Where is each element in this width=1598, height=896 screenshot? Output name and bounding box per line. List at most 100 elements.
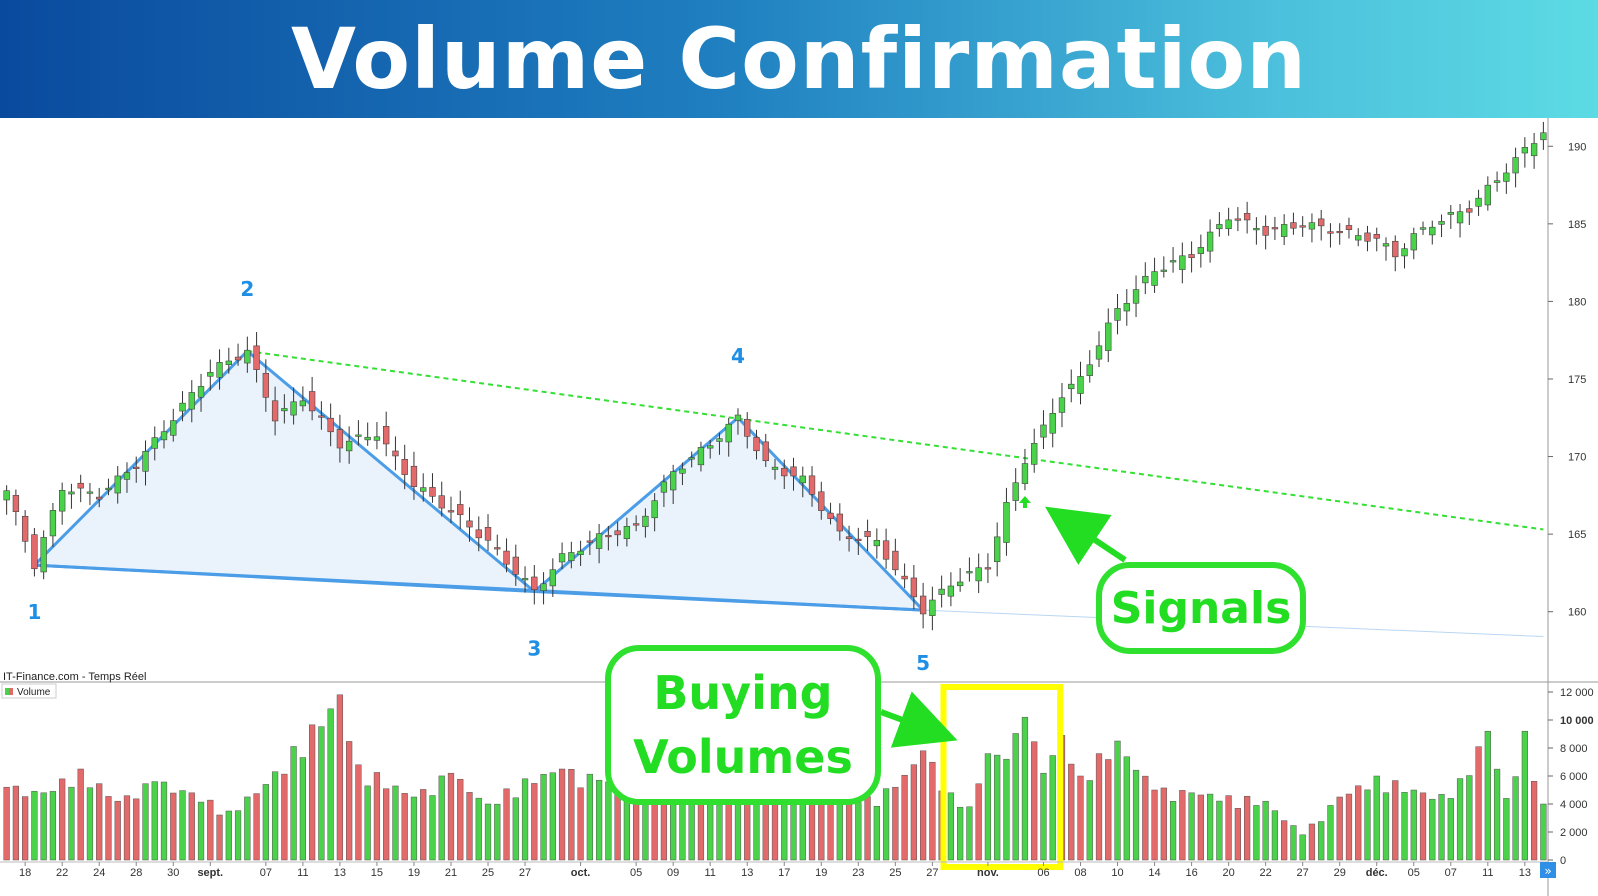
volume-bar-down (457, 778, 464, 861)
candle-up (1206, 231, 1214, 252)
support-line (34, 563, 924, 612)
volume-bar-down (401, 793, 408, 861)
candle-down (586, 540, 594, 543)
candle-down (308, 391, 316, 412)
candle-up (549, 569, 556, 587)
time-tick-label: 27 (926, 867, 938, 879)
more-button-bg[interactable] (1540, 862, 1556, 878)
volume-bar-up (160, 781, 168, 861)
candle-up (1068, 383, 1075, 390)
volume-bar-down (12, 785, 20, 861)
candle-down (818, 491, 825, 511)
volume-bar-up (1401, 792, 1408, 861)
candle-down (466, 520, 473, 528)
volume-bar-down (133, 798, 140, 861)
candle-up (1429, 226, 1436, 236)
pattern-overlay (32, 349, 1544, 638)
volume-legend-box (1, 683, 57, 699)
candle-up (364, 436, 371, 441)
volume-bar-down (568, 768, 575, 861)
candle-up (225, 360, 232, 365)
time-tick-label: 19 (408, 867, 420, 879)
candle-up (1040, 424, 1047, 438)
candle-down (457, 504, 464, 516)
candle-up (1280, 224, 1288, 237)
candle-up (994, 536, 1001, 563)
candle-up (956, 581, 964, 587)
candle-up (1114, 308, 1121, 321)
candle-down (855, 538, 862, 541)
volume-bar-down (105, 796, 112, 861)
volume-bar-up (438, 775, 445, 861)
volume-bar-up (225, 810, 232, 861)
volume-bar-up (179, 790, 186, 861)
time-tick-label: 10 (1111, 867, 1123, 879)
volume-bar-down (355, 764, 362, 861)
volume-bar-down (1105, 759, 1112, 861)
volume-bar-up (1373, 775, 1380, 861)
volume-bar-down (466, 792, 473, 861)
candle-down (327, 417, 334, 433)
time-tick-label: 09 (667, 867, 679, 879)
candle-down (1364, 232, 1371, 242)
candle-up (1308, 222, 1316, 230)
candle-down (494, 547, 501, 550)
time-tick-label: 22 (56, 867, 68, 879)
time-tick-label: 25 (889, 867, 901, 879)
volume-bar-down (975, 783, 982, 861)
volume-bar-up (271, 771, 279, 861)
buying-pointer-arrow (879, 691, 958, 748)
volume-bar-up (1114, 740, 1121, 861)
title-banner: Volume Confirmation (0, 0, 1598, 118)
candle-up (1503, 172, 1510, 182)
volume-bar-down (1179, 790, 1186, 861)
candle-down (383, 426, 390, 445)
volume-bar-up (994, 754, 1001, 861)
candle-up (1447, 212, 1454, 215)
candle-down (1318, 218, 1325, 227)
candle-down (827, 512, 834, 519)
volume-bar-up (86, 787, 94, 861)
candle-down (605, 535, 612, 538)
volume-bar-down (420, 789, 427, 861)
candle-up (1355, 235, 1362, 241)
candle-up (216, 362, 223, 378)
volume-bar-down (1475, 746, 1482, 861)
volume-tick-label: 2 000 (1560, 827, 1588, 839)
volume-bar-up (1299, 834, 1306, 861)
volume-bar-down (919, 750, 927, 861)
time-tick-label: déc. (1366, 867, 1388, 879)
candle-down (1466, 208, 1473, 213)
time-tick-label: 19 (815, 867, 827, 879)
candle-up (1401, 248, 1408, 257)
more-button[interactable]: » (1540, 862, 1556, 878)
time-tick-label: 11 (704, 867, 715, 879)
volume-bar-up (494, 803, 501, 861)
candle-down (864, 530, 871, 537)
volume-legend-swatch-up (5, 688, 9, 695)
volume-bar-down (281, 773, 288, 861)
volume-bar-up (484, 803, 492, 861)
candle-down (1271, 227, 1279, 230)
price-tick-label: 160 (1568, 607, 1586, 619)
candle-up (716, 438, 723, 442)
volume-bar-down (216, 814, 223, 861)
candles-layer (3, 121, 1547, 631)
volume-bar-up (475, 797, 482, 861)
double-chevron-right-icon[interactable]: » (1544, 864, 1551, 878)
price-tick-label: 185 (1568, 219, 1586, 231)
volume-bar-down (1142, 775, 1149, 861)
price-tick-label: 165 (1568, 529, 1586, 541)
candle-up (1530, 143, 1538, 157)
volume-bar-down (929, 761, 936, 861)
volume-bar-up (40, 792, 47, 861)
candle-up (1253, 228, 1260, 231)
candle-down (1234, 218, 1242, 221)
candle-down (262, 372, 270, 398)
volume-bar-up (855, 802, 862, 861)
candle-up (1169, 260, 1177, 263)
volume-bar-down (864, 796, 871, 861)
volume-bar-up (1466, 775, 1473, 861)
candle-down (845, 536, 853, 540)
time-tick-label: 30 (167, 867, 179, 879)
